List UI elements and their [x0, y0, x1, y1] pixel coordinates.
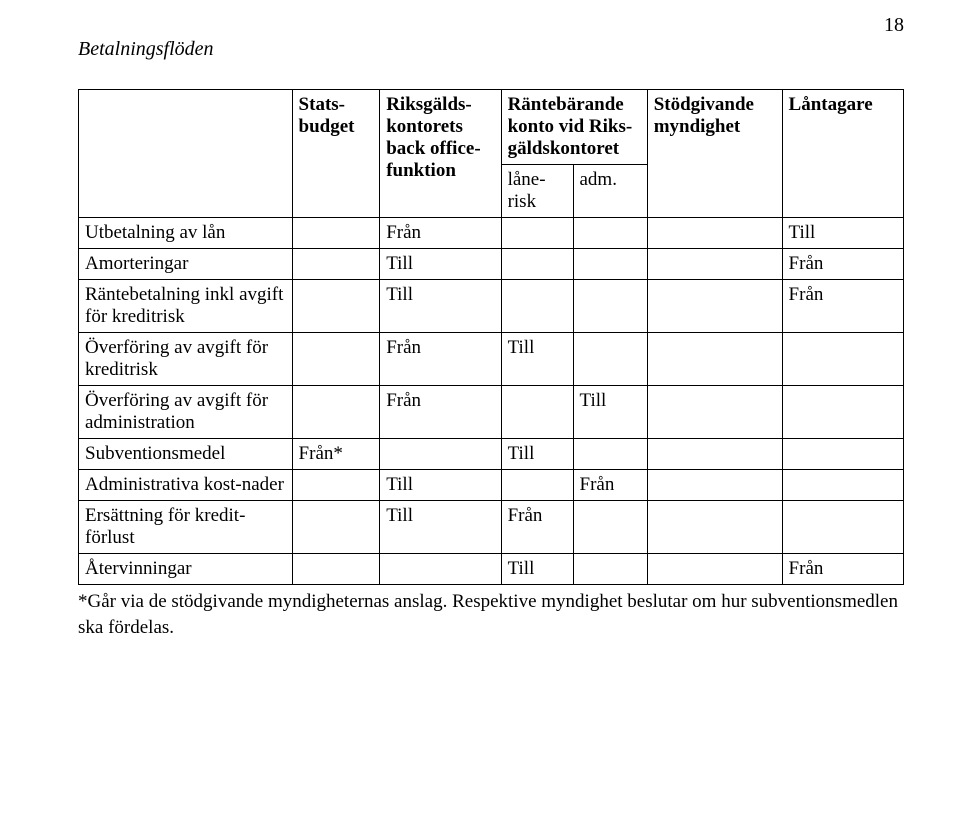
cell: Från	[782, 249, 903, 280]
page-heading: Betalningsflöden	[78, 38, 904, 61]
header-rantebarande-konto: Räntebärande konto vid Riks-gäldskontore…	[501, 90, 647, 165]
cell	[501, 218, 573, 249]
cell: Till	[501, 554, 573, 585]
cell: Till	[573, 386, 647, 439]
cell: Från	[782, 280, 903, 333]
row-label: Administrativa kost-nader	[79, 470, 293, 501]
cell: Från	[573, 470, 647, 501]
cell	[292, 218, 380, 249]
cell	[501, 386, 573, 439]
cell	[573, 439, 647, 470]
subheader-adm: adm.	[573, 165, 647, 218]
cell: Till	[501, 333, 573, 386]
cell: Från	[782, 554, 903, 585]
cell	[647, 554, 782, 585]
cell	[647, 249, 782, 280]
cell	[573, 333, 647, 386]
cell	[501, 249, 573, 280]
cell	[292, 501, 380, 554]
cell	[292, 249, 380, 280]
page: 18 Betalningsflöden Stats-budget Riksgäl…	[0, 0, 960, 822]
subheader-lanerisk: låne-risk	[501, 165, 573, 218]
cell	[380, 554, 501, 585]
row-label: Återvinningar	[79, 554, 293, 585]
row-label: Överföring av avgift för administration	[79, 386, 293, 439]
header-statsbudget: Stats-budget	[292, 90, 380, 218]
table-row: Subventionsmedel Från* Till	[79, 439, 904, 470]
row-label: Överföring av avgift för kreditrisk	[79, 333, 293, 386]
table-row: Ersättning för kredit-förlust Till Från	[79, 501, 904, 554]
cell	[782, 333, 903, 386]
cell	[501, 470, 573, 501]
cell	[647, 501, 782, 554]
table-row: Räntebetalning inkl avgift för kreditris…	[79, 280, 904, 333]
cell	[292, 554, 380, 585]
cell	[782, 439, 903, 470]
cell	[647, 218, 782, 249]
table-row: Administrativa kost-nader Till Från	[79, 470, 904, 501]
cell	[292, 333, 380, 386]
header-riksgalds-back-office: Riksgälds-kontorets back office-funktion	[380, 90, 501, 218]
cell: Till	[501, 439, 573, 470]
cell	[573, 280, 647, 333]
cell	[380, 439, 501, 470]
cell: Från	[380, 386, 501, 439]
cell: Till	[782, 218, 903, 249]
cell	[782, 470, 903, 501]
cell: Till	[380, 280, 501, 333]
cell	[573, 501, 647, 554]
header-blank	[79, 90, 293, 218]
cell	[292, 280, 380, 333]
cell	[501, 280, 573, 333]
cell	[647, 333, 782, 386]
table-row: Överföring av avgift för administration …	[79, 386, 904, 439]
cell	[647, 439, 782, 470]
cell	[573, 218, 647, 249]
row-label: Ersättning för kredit-förlust	[79, 501, 293, 554]
cell	[782, 386, 903, 439]
cell	[647, 280, 782, 333]
page-number: 18	[884, 14, 904, 37]
cell: Från	[501, 501, 573, 554]
table-row: Amorteringar Till Från	[79, 249, 904, 280]
row-label: Subventionsmedel	[79, 439, 293, 470]
footnote: *Går via de stödgivande myndigheternas a…	[78, 589, 904, 640]
payment-flows-table: Stats-budget Riksgälds-kontorets back of…	[78, 89, 904, 585]
cell: Från	[380, 218, 501, 249]
cell	[782, 501, 903, 554]
cell	[647, 470, 782, 501]
header-stodgivande: Stödgivande myndighet	[647, 90, 782, 218]
cell	[573, 554, 647, 585]
cell	[647, 386, 782, 439]
row-label: Amorteringar	[79, 249, 293, 280]
cell	[573, 249, 647, 280]
cell: Till	[380, 501, 501, 554]
cell: Från*	[292, 439, 380, 470]
table-row: Återvinningar Till Från	[79, 554, 904, 585]
cell	[292, 470, 380, 501]
cell	[292, 386, 380, 439]
cell: Till	[380, 249, 501, 280]
table-header-row-1: Stats-budget Riksgälds-kontorets back of…	[79, 90, 904, 165]
header-lantagare: Låntagare	[782, 90, 903, 218]
table-row: Utbetalning av lån Från Till	[79, 218, 904, 249]
table-row: Överföring av avgift för kreditrisk Från…	[79, 333, 904, 386]
cell: Från	[380, 333, 501, 386]
row-label: Räntebetalning inkl avgift för kreditris…	[79, 280, 293, 333]
cell: Till	[380, 470, 501, 501]
row-label: Utbetalning av lån	[79, 218, 293, 249]
